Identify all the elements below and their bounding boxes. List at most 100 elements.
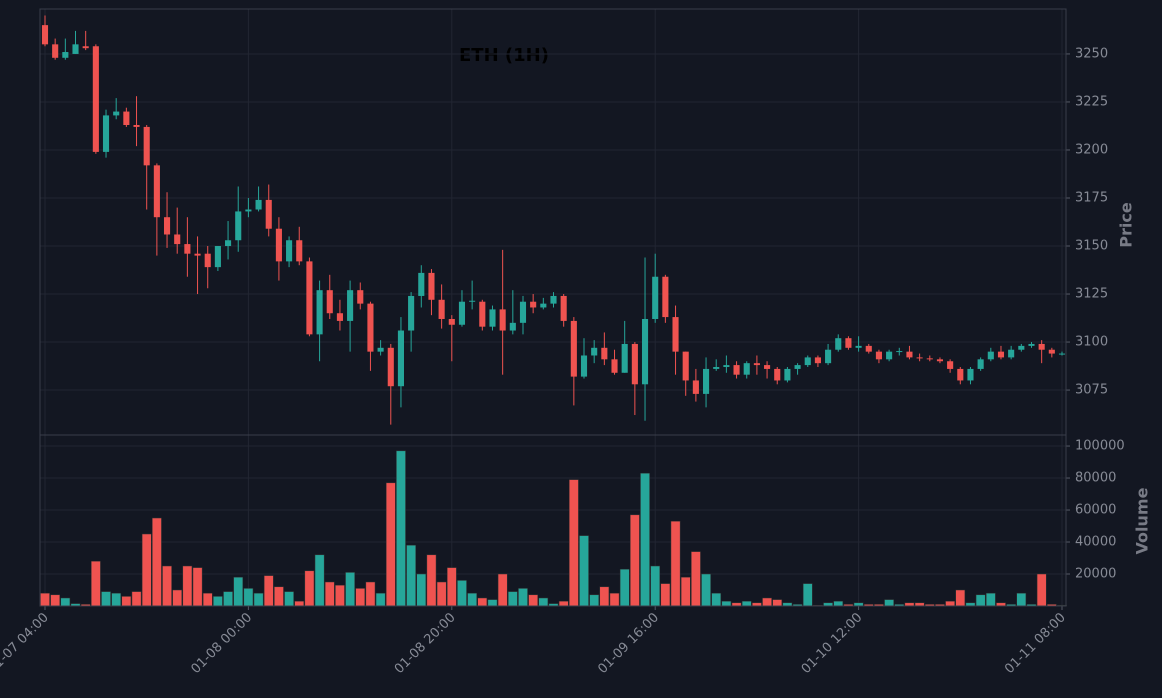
candle-body bbox=[245, 209, 252, 212]
candle-body bbox=[509, 322, 516, 331]
volume-bar bbox=[324, 581, 335, 607]
candle-body bbox=[631, 343, 638, 385]
candle-body bbox=[764, 365, 771, 369]
volume-bar bbox=[335, 584, 345, 607]
candle-body bbox=[753, 363, 760, 366]
candle-body bbox=[133, 125, 140, 127]
volume-bar bbox=[477, 597, 488, 607]
candle-body bbox=[1048, 349, 1055, 354]
volume-panel-frame bbox=[39, 434, 1067, 607]
candle-body bbox=[896, 351, 903, 353]
volume-bar bbox=[772, 599, 783, 607]
candle-body bbox=[936, 359, 944, 362]
y-tick-label: 3250 bbox=[1075, 46, 1108, 61]
candle-body bbox=[428, 272, 435, 300]
candle-body bbox=[72, 44, 79, 54]
candle-body bbox=[102, 115, 110, 152]
candle-body bbox=[143, 126, 150, 166]
volume-bar bbox=[111, 592, 122, 607]
candle-body bbox=[855, 345, 862, 348]
candle-body bbox=[41, 25, 49, 45]
y-tick-label: 3150 bbox=[1075, 239, 1108, 254]
volume-bar bbox=[101, 591, 111, 607]
y-tick-label: 3125 bbox=[1075, 287, 1108, 302]
y-tick-label: 3200 bbox=[1075, 142, 1108, 157]
candle-body bbox=[326, 290, 333, 314]
candle-body bbox=[967, 368, 974, 381]
candle-body bbox=[306, 261, 313, 335]
candle-body bbox=[336, 313, 343, 321]
volume-axis-label: Volume bbox=[1133, 487, 1152, 554]
volume-bar bbox=[1036, 573, 1047, 607]
candle-body bbox=[214, 246, 221, 268]
volume-tick-label: 40000 bbox=[1075, 535, 1116, 550]
candle-body bbox=[204, 253, 211, 268]
candle-body bbox=[387, 347, 394, 387]
volume-bar bbox=[802, 583, 813, 607]
candle-body bbox=[113, 111, 120, 116]
candle-body bbox=[458, 301, 466, 325]
candle-body bbox=[591, 347, 598, 356]
volume-bar bbox=[985, 592, 996, 607]
volume-bar bbox=[945, 600, 955, 607]
candle-body bbox=[397, 330, 405, 387]
volume-bar bbox=[426, 554, 437, 607]
candle-body bbox=[682, 351, 689, 381]
volume-bar bbox=[396, 450, 406, 607]
candle-body bbox=[641, 318, 649, 385]
volume-bar bbox=[233, 576, 244, 607]
volume-bar bbox=[721, 600, 732, 607]
volume-bar bbox=[569, 479, 579, 607]
volume-bar bbox=[650, 565, 661, 607]
candle-body bbox=[743, 363, 750, 375]
candle-body bbox=[469, 300, 476, 302]
volume-bar bbox=[202, 592, 213, 607]
candle-body bbox=[916, 357, 923, 359]
volume-bar bbox=[192, 567, 203, 607]
volume-bar bbox=[253, 592, 264, 607]
volume-bar bbox=[528, 594, 538, 607]
volume-bar bbox=[457, 580, 467, 607]
candle-body bbox=[987, 351, 994, 360]
candle-body bbox=[713, 367, 720, 369]
candle-body bbox=[418, 272, 425, 296]
volume-bar bbox=[375, 592, 386, 607]
candle-body bbox=[794, 365, 801, 369]
chart-title: ETH (1H) bbox=[459, 45, 549, 66]
candle-body bbox=[367, 303, 374, 352]
candle-body bbox=[906, 351, 913, 358]
candle-body bbox=[926, 358, 933, 360]
candle-body bbox=[408, 295, 415, 331]
volume-bar bbox=[223, 591, 233, 607]
candle-body bbox=[662, 276, 669, 318]
volume-bar bbox=[619, 568, 630, 607]
volume-bar bbox=[884, 599, 894, 607]
candle-body bbox=[275, 228, 282, 262]
candle-body bbox=[184, 244, 191, 254]
volume-bar bbox=[599, 586, 610, 607]
candle-body bbox=[580, 355, 588, 377]
candle-body bbox=[835, 338, 842, 350]
y-tick-label: 3175 bbox=[1075, 190, 1108, 205]
candle-body bbox=[448, 318, 455, 325]
candle-body bbox=[947, 361, 954, 369]
y-tick-label: 3225 bbox=[1075, 94, 1108, 109]
candle-body bbox=[886, 351, 893, 360]
volume-bar bbox=[406, 544, 416, 607]
candle-body bbox=[357, 290, 364, 304]
candle-body bbox=[611, 359, 618, 373]
candle-body bbox=[438, 299, 445, 319]
volume-bar bbox=[660, 583, 671, 607]
volume-tick-label: 100000 bbox=[1075, 439, 1125, 454]
volume-bar bbox=[172, 589, 183, 607]
volume-bar bbox=[589, 594, 600, 607]
candle-body bbox=[1028, 343, 1035, 346]
candle-body bbox=[1038, 343, 1045, 350]
volume-bar bbox=[670, 520, 681, 607]
volume-bar bbox=[762, 597, 772, 607]
volume-bar bbox=[243, 588, 254, 607]
volume-bar bbox=[304, 570, 315, 607]
y-axis-label: Price bbox=[1117, 202, 1136, 248]
candle-body bbox=[123, 111, 130, 126]
